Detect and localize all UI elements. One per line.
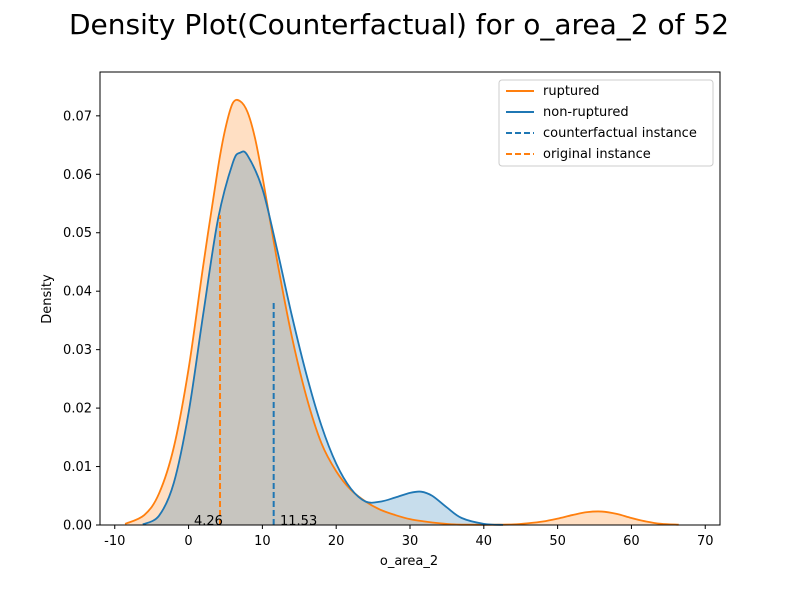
y-tick-label: 0.07 — [63, 109, 92, 124]
density-fills — [125, 99, 679, 525]
fill-non-ruptured — [142, 151, 503, 525]
y-tick-label: 0.06 — [63, 168, 92, 183]
chart-title: Density Plot(Counterfactual) for o_area_… — [69, 8, 729, 41]
x-tick-label: -10 — [104, 534, 125, 549]
y-tick-label: 0.05 — [63, 226, 92, 241]
legend: ruptured non-ruptured counterfactual ins… — [498, 79, 714, 167]
x-tick-label: 30 — [402, 534, 419, 549]
instance-lines — [219, 215, 275, 525]
y-tick-label: 0.04 — [63, 285, 92, 300]
legend-label-ruptured: ruptured — [543, 84, 599, 99]
x-axis: -10 0 10 20 30 40 50 60 70 — [104, 525, 714, 549]
legend-label-non-ruptured: non-ruptured — [543, 105, 629, 120]
original-instance-value: 4.26 — [194, 514, 223, 529]
density-lines — [124, 98, 679, 526]
y-axis-label: Density — [40, 274, 55, 324]
x-tick-label: 0 — [184, 534, 192, 549]
y-tick-label: 0.01 — [63, 460, 92, 475]
x-tick-label: 70 — [697, 534, 714, 549]
x-tick-label: 20 — [328, 534, 345, 549]
y-tick-label: 0.03 — [63, 343, 92, 358]
x-tick-label: 40 — [476, 534, 493, 549]
y-axis: 0.00 0.01 0.02 0.03 0.04 0.05 0.06 0.07 — [63, 109, 100, 534]
line-ruptured — [124, 98, 679, 526]
x-axis-label: o_area_2 — [380, 554, 438, 569]
legend-box — [498, 79, 714, 167]
y-tick-label: 0.02 — [63, 402, 92, 417]
x-tick-label: 60 — [623, 534, 640, 549]
legend-label-counterfactual: counterfactual instance — [543, 126, 697, 141]
x-tick-label: 50 — [549, 534, 566, 549]
legend-label-original: original instance — [543, 147, 651, 162]
y-tick-label: 0.00 — [63, 519, 92, 534]
fill-ruptured — [125, 99, 679, 525]
line-non-ruptured — [142, 150, 504, 526]
x-tick-label: 10 — [254, 534, 271, 549]
counterfactual-instance-value: 11.53 — [280, 514, 317, 529]
